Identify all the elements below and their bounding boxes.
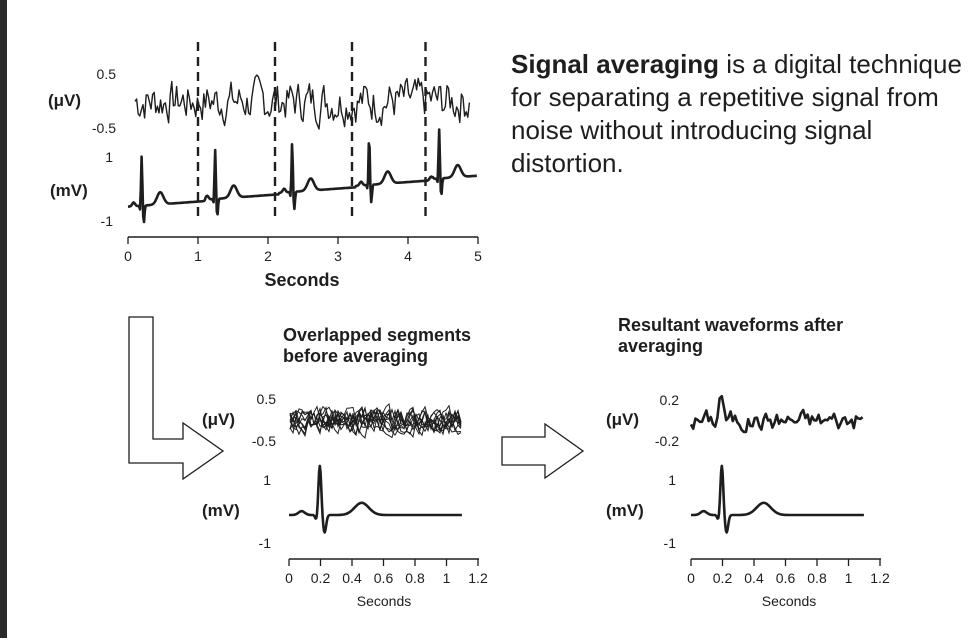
right-mv-tick-high: 1	[668, 472, 676, 488]
description-text: Signal averaging is a digital technique …	[511, 48, 971, 180]
x-tick-label: 0.6	[776, 570, 796, 586]
mid-mv-tick-high: 1	[263, 472, 271, 488]
mid-mv-unit-label: (mV)	[202, 501, 240, 520]
description-rest: is a digital technique for separating a …	[511, 49, 962, 178]
middle-title-line1: Overlapped segments	[283, 325, 472, 345]
top-mv-unit-label: (mV)	[50, 181, 88, 200]
right-panel-title: Resultant waveforms after averaging	[618, 315, 843, 357]
x-tick-label: 0	[124, 248, 132, 264]
mid-x-ticks: 0 0.2 0.4 0.6 0.8 1 1.2	[285, 559, 488, 586]
top-panel: 0.5 -0.5 (μV) 1 -1 (mV) 0 1 2 3 4 5 Seconds	[48, 42, 482, 290]
description-bold: Signal averaging	[511, 49, 720, 79]
right-title-line2: averaging	[618, 336, 704, 356]
overlapped-noise-traces	[289, 403, 462, 439]
x-tick-label: 1	[845, 570, 853, 586]
mid-x-axis-label: Seconds	[357, 593, 411, 609]
overlapped-noise-trace	[289, 405, 462, 434]
top-noise-trace	[134, 74, 471, 130]
x-tick-label: 1	[443, 570, 451, 586]
mid-uv-tick-high: 0.5	[257, 391, 277, 407]
middle-panel: 0.5 -0.5 (μV) 1 -1 (mV) 0 0.2 0.4 0.6 0.8 1 1.…	[202, 391, 488, 609]
right-uv-unit-label: (μV)	[606, 410, 639, 429]
x-tick-label: 3	[334, 248, 342, 264]
right-panel: 0.2 -0.2 (μV) 1 -1 (mV) 0 0.2 0.4 0.6 0.8 1 1.…	[606, 392, 890, 609]
top-mv-tick-high: 1	[105, 149, 113, 165]
middle-panel-title: Overlapped segments before averaging	[283, 325, 471, 367]
l-arrow-icon	[128, 316, 225, 481]
x-tick-label: 0	[285, 570, 293, 586]
middle-title-line2: before averaging	[283, 346, 429, 366]
x-tick-label: 1.2	[870, 570, 890, 586]
overlapped-noise-trace	[289, 406, 462, 435]
segment-boundary-lines	[196, 42, 427, 218]
right-uv-tick-low: -0.2	[655, 433, 679, 449]
right-arrow-icon	[501, 422, 585, 480]
x-tick-label: 5	[474, 248, 482, 264]
x-tick-label: 1	[194, 248, 202, 264]
mid-uv-unit-label: (μV)	[202, 410, 235, 429]
top-uv-unit-label: (μV)	[48, 91, 81, 110]
right-uv-tick-high: 0.2	[660, 392, 680, 408]
x-tick-label: 1.2	[468, 570, 488, 586]
x-tick-label: 0.8	[405, 570, 425, 586]
top-ecg-trace	[127, 128, 478, 224]
top-uv-tick-low: -0.5	[92, 120, 116, 136]
right-mv-unit-label: (mV)	[606, 501, 644, 520]
right-x-axis-label: Seconds	[762, 593, 816, 609]
x-tick-label: 0.4	[744, 570, 764, 586]
mid-uv-tick-low: -0.5	[252, 433, 276, 449]
x-tick-label: 0.2	[311, 570, 331, 586]
x-tick-label: 0.8	[807, 570, 827, 586]
right-x-ticks: 0 0.2 0.4 0.6 0.8 1 1.2	[687, 559, 890, 586]
top-mv-tick-low: -1	[101, 213, 114, 229]
right-mv-tick-low: -1	[664, 535, 677, 551]
overlapped-noise-trace	[289, 405, 462, 439]
averaged-ecg-trace	[690, 464, 865, 534]
top-x-ticks: 0 1 2 3 4 5	[124, 237, 482, 264]
averaged-uv-trace	[689, 394, 864, 434]
x-tick-label: 0.2	[713, 570, 733, 586]
x-tick-label: 2	[264, 248, 272, 264]
top-x-axis-label: Seconds	[264, 270, 339, 290]
x-tick-label: 0.6	[374, 570, 394, 586]
left-border-bar	[0, 0, 7, 638]
mid-ecg-trace	[288, 464, 463, 534]
mid-mv-tick-low: -1	[259, 535, 272, 551]
x-tick-label: 0.4	[342, 570, 362, 586]
x-tick-label: 0	[687, 570, 695, 586]
top-uv-tick-high: 0.5	[97, 66, 117, 82]
right-title-line1: Resultant waveforms after	[618, 315, 844, 335]
x-tick-label: 4	[404, 248, 412, 264]
